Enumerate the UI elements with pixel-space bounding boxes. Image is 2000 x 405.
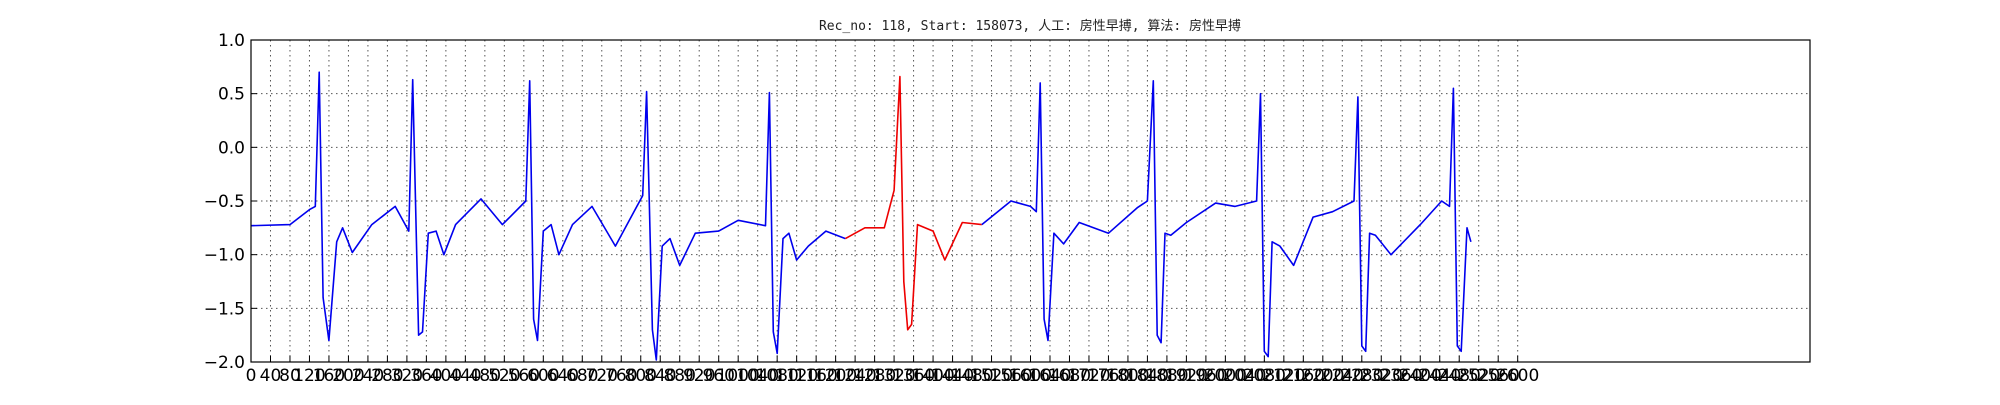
x-tick-label: 1520 [970, 366, 1013, 386]
x-tick-label: 1400 [911, 366, 954, 386]
x-tick-label: 680 [566, 366, 598, 386]
x-tick-label: 1800 [1106, 366, 1149, 386]
y-tick-label: 0.5 [218, 85, 245, 105]
x-tick-label: 1600 [1009, 366, 1052, 386]
x-tick-label: 2160 [1282, 366, 1325, 386]
x-tick-label: 560 [508, 366, 540, 386]
x-tick-label: 1080 [756, 366, 799, 386]
x-tick-label: 480 [469, 366, 501, 386]
x-tick-label: 1920 [1165, 366, 1208, 386]
x-tick-label: 1560 [989, 366, 1032, 386]
y-tick-label: 1.0 [218, 31, 245, 51]
x-tick-label: 520 [488, 366, 520, 386]
x-tick-label: 1320 [872, 366, 915, 386]
x-tick-label: 2000 [1204, 366, 1247, 386]
ecg-series-line [981, 80, 1472, 358]
x-tick-label: 2120 [1262, 366, 1305, 386]
x-tick-label: 280 [371, 366, 403, 386]
x-tick-label: 2080 [1243, 366, 1286, 386]
x-tick-label: 1880 [1145, 366, 1188, 386]
x-tick-label: 1160 [795, 366, 838, 386]
x-tick-label: 880 [663, 366, 695, 386]
x-tick-label: 1720 [1067, 366, 1110, 386]
ecg-series-line [845, 75, 982, 331]
x-tick-label: 2560 [1477, 366, 1520, 386]
y-tick-label: −0.5 [204, 192, 245, 212]
x-tick-label: 1360 [892, 366, 935, 386]
x-tick-label: 1680 [1048, 366, 1091, 386]
x-tick-label: 640 [547, 366, 579, 386]
y-tick-label: 0.0 [218, 138, 245, 158]
x-tick-label: 2400 [1399, 366, 1442, 386]
x-tick-label: 2320 [1360, 366, 1403, 386]
x-tick-label: 720 [586, 366, 618, 386]
x-tick-label: 2520 [1457, 366, 1500, 386]
x-tick-label: 40 [260, 366, 282, 386]
x-tick-label: 0 [246, 366, 257, 386]
x-tick-label: 1040 [736, 366, 779, 386]
x-tick-label: 1240 [833, 366, 876, 386]
x-tick-label: 320 [391, 366, 423, 386]
x-tick-label: 1200 [814, 366, 857, 386]
x-tick-label: 2040 [1223, 366, 1266, 386]
series-layer [250, 71, 1472, 361]
x-tick-label: 360 [410, 366, 442, 386]
x-tick-label: 2200 [1301, 366, 1344, 386]
x-tick-label: 1960 [1184, 366, 1227, 386]
y-tick-label: −1.0 [204, 246, 245, 266]
grid-layer [250, 39, 1810, 363]
x-tick-label: 1640 [1028, 366, 1071, 386]
x-tick-label: 2600 [1496, 366, 1539, 386]
x-tick-label: 80 [279, 366, 301, 386]
y-tick-label: −2.0 [204, 353, 245, 373]
x-tick-label: 840 [644, 366, 676, 386]
x-tick-label: 240 [352, 366, 384, 386]
x-tick-label: 1760 [1087, 366, 1130, 386]
x-tick-label: 1280 [853, 366, 896, 386]
x-tick-label: 920 [683, 366, 715, 386]
x-tick-label: 1000 [717, 366, 760, 386]
y-axis: 1.0 0.5 0.0 −0.5 −1.0 −1.5 −2.0 [204, 31, 257, 373]
x-tick-label: 2480 [1438, 366, 1481, 386]
ecg-series-line [250, 71, 846, 361]
x-tick-label: 1840 [1126, 366, 1169, 386]
x-tick-label: 120 [293, 366, 325, 386]
x-tick-label: 800 [625, 366, 657, 386]
x-tick-label: 600 [527, 366, 559, 386]
x-tick-label: 1480 [950, 366, 993, 386]
x-tick-label: 400 [430, 366, 462, 386]
x-tick-label: 160 [313, 366, 345, 386]
x-tick-label: 1440 [931, 366, 974, 386]
chart-title: Rec_no: 118, Start: 158073, 人工: 房性早搏, 算法… [819, 18, 1241, 34]
x-tick-label: 2360 [1379, 366, 1422, 386]
x-tick-label: 1120 [775, 366, 818, 386]
x-tick-label: 2240 [1321, 366, 1364, 386]
x-tick-label: 440 [449, 366, 481, 386]
x-tick-label: 2280 [1340, 366, 1383, 386]
y-tick-label: −1.5 [204, 299, 245, 319]
x-axis: 0 408012016020024028032036040044048052056… [246, 356, 1539, 386]
x-tick-label: 960 [702, 366, 734, 386]
x-tick-label: 2440 [1418, 366, 1461, 386]
x-tick-label: 760 [605, 366, 637, 386]
x-tick-label: 200 [332, 366, 364, 386]
